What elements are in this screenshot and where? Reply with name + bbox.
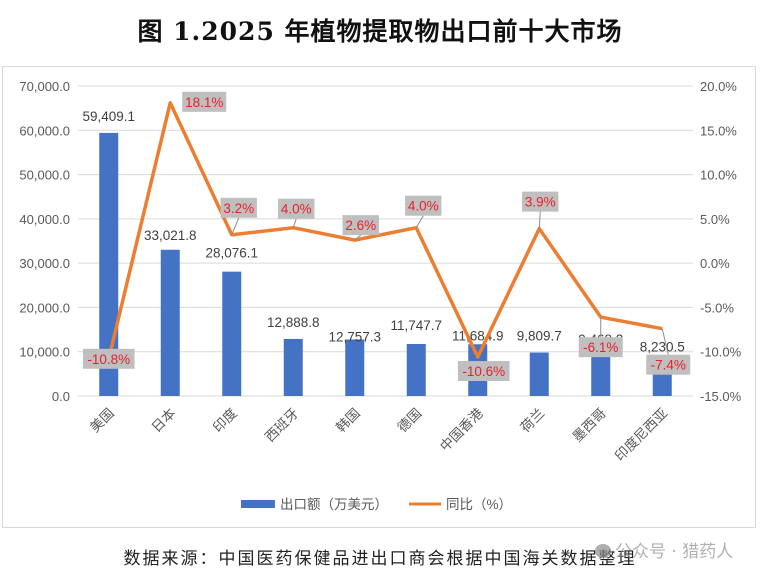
bar-value-label: 59,409.1 [82, 109, 135, 124]
yoy-line [107, 101, 663, 360]
yoy-value-label: 4.0% [281, 202, 312, 217]
yoy-value-label: 3.2% [223, 201, 254, 216]
left-tick-label: 40,000.0 [19, 212, 70, 227]
yoy-label-box [182, 91, 227, 112]
line-data-labels: -10.8% 18.1% 3.2% 4.0% 2.6% 4.0% -10.6% 3.9% -6.… [82, 91, 691, 382]
yoy-label-box [457, 361, 510, 382]
leader-line [354, 234, 362, 241]
yoy-value-label: 18.1% [185, 95, 223, 110]
right-tick-label: -5.0% [700, 300, 734, 315]
yoy-label-box [578, 337, 623, 358]
right-tick-label: 0.0% [700, 256, 730, 271]
x-category-label: 印度 [210, 406, 240, 436]
yoy-label-box [278, 198, 315, 219]
leader-line [538, 211, 541, 229]
x-axis-labels: 美国 日本 印度 西班牙 韩国 德国 中国香港 荷兰 墨西哥 印度尼西亚 [87, 405, 670, 464]
bar [222, 271, 242, 396]
legend-bar-label: 出口额（万美元） [280, 497, 388, 512]
leader-line [661, 328, 669, 355]
left-tick-label: 10,000.0 [19, 345, 70, 360]
legend: 出口额（万美元） 同比（%） [241, 497, 512, 512]
bar-value-label: 12,888.8 [267, 315, 320, 330]
x-category-label: 西班牙 [262, 406, 301, 445]
yoy-label-box [82, 348, 135, 369]
bar-value-label: 9,809.7 [517, 329, 562, 344]
yoy-value-label: -10.8% [87, 352, 130, 367]
bar [591, 354, 611, 396]
bar [406, 343, 426, 396]
bar-data-labels: 59,409.1 33,021.8 28,076.1 12,888.8 12,757.3… [82, 109, 684, 355]
wechat-icon [595, 544, 611, 558]
x-category-label: 德国 [395, 406, 425, 436]
x-category-label: 中国香港 [437, 405, 486, 454]
left-tick-label: 70,000.0 [19, 79, 70, 94]
left-tick-label: 0.0 [52, 389, 70, 404]
legend-bar-swatch [241, 500, 275, 508]
legend-line-label: 同比（%） [446, 497, 512, 512]
yoy-label-box [405, 195, 442, 216]
yoy-value-label: 3.9% [525, 195, 556, 210]
left-tick-label: 20,000.0 [19, 300, 70, 315]
right-tick-label: 20.0% [700, 79, 737, 94]
x-category-label: 美国 [87, 406, 117, 436]
bar-value-label: 33,021.8 [144, 228, 197, 243]
line-series-yoy [107, 101, 663, 360]
bar [345, 339, 365, 396]
x-category-label: 韩国 [333, 406, 363, 436]
yoy-value-label: -6.1% [583, 340, 618, 355]
left-tick-label: 50,000.0 [19, 168, 70, 183]
bar-value-label: 8,230.5 [640, 340, 685, 355]
bar [99, 132, 119, 396]
bar-value-label: 28,076.1 [205, 246, 258, 261]
x-category-label: 荷兰 [518, 406, 548, 436]
bar-value-label: 12,757.3 [328, 330, 381, 345]
bar [283, 338, 303, 396]
x-category-label: 日本 [149, 405, 179, 435]
watermark-text: 公众号 · 猎药人 [615, 542, 734, 562]
right-tick-label: -15.0% [700, 389, 742, 404]
right-tick-label: -10.0% [700, 345, 742, 360]
watermark: 公众号 · 猎药人 [595, 537, 733, 562]
yoy-value-label: -10.6% [462, 364, 505, 379]
yoy-value-label: 2.6% [345, 218, 376, 233]
bar [160, 249, 180, 396]
chart-frame [2, 66, 756, 528]
x-category-label: 墨西哥 [570, 406, 609, 445]
right-tick-label: 5.0% [700, 212, 730, 227]
x-category-label: 印度尼西亚 [612, 406, 670, 464]
leader-line [415, 215, 424, 228]
leader-line [292, 218, 297, 228]
yoy-value-label: -7.4% [651, 358, 686, 373]
left-tick-label: 60,000.0 [19, 123, 70, 138]
left-axis-ticks: 70,000.0 60,000.0 50,000.0 40,000.0 30,000.0… [19, 79, 70, 404]
bar-value-label: 11,747.7 [390, 318, 442, 333]
right-tick-label: 10.0% [700, 168, 737, 183]
right-tick-label: 15.0% [700, 123, 737, 138]
source-note: 数据来源：中国医药保健品进出口商会根据中国海关数据整理 [123, 549, 637, 569]
yoy-label-box [646, 354, 691, 375]
right-axis-ticks: 20.0% 15.0% 10.0% 5.0% 0.0% -5.0% -10.0% -15.0% [700, 79, 742, 404]
bar-value-label: 11,684.9 [452, 328, 504, 343]
bar [529, 352, 549, 396]
yoy-label-box [522, 191, 559, 212]
chart-title: 图 1.2025 年植物提取物出口前十大市场 [137, 17, 623, 46]
bar-series-export-value [99, 132, 672, 396]
yoy-value-label: 4.0% [408, 199, 439, 214]
left-tick-label: 30,000.0 [19, 256, 70, 271]
yoy-label-box [342, 215, 379, 236]
leader-line [231, 217, 240, 235]
yoy-label-box [220, 197, 257, 218]
